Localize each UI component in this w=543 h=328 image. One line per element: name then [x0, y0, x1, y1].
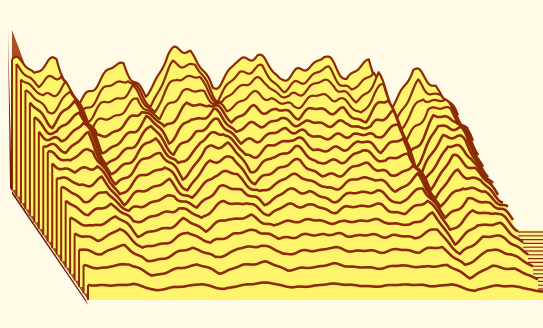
- series-17-line: [83, 260, 539, 281]
- series-11-line: [56, 169, 509, 209]
- series-group: [8, 30, 543, 305]
- series-13-line: [64, 199, 519, 233]
- series-18-line: [87, 281, 543, 293]
- series-10-line: [51, 155, 504, 204]
- series-15-line: [73, 227, 529, 256]
- series-9-line: [47, 141, 500, 196]
- series-14-line: [69, 211, 524, 246]
- series-12-line: [61, 184, 515, 221]
- series-16-line: [78, 243, 534, 268]
